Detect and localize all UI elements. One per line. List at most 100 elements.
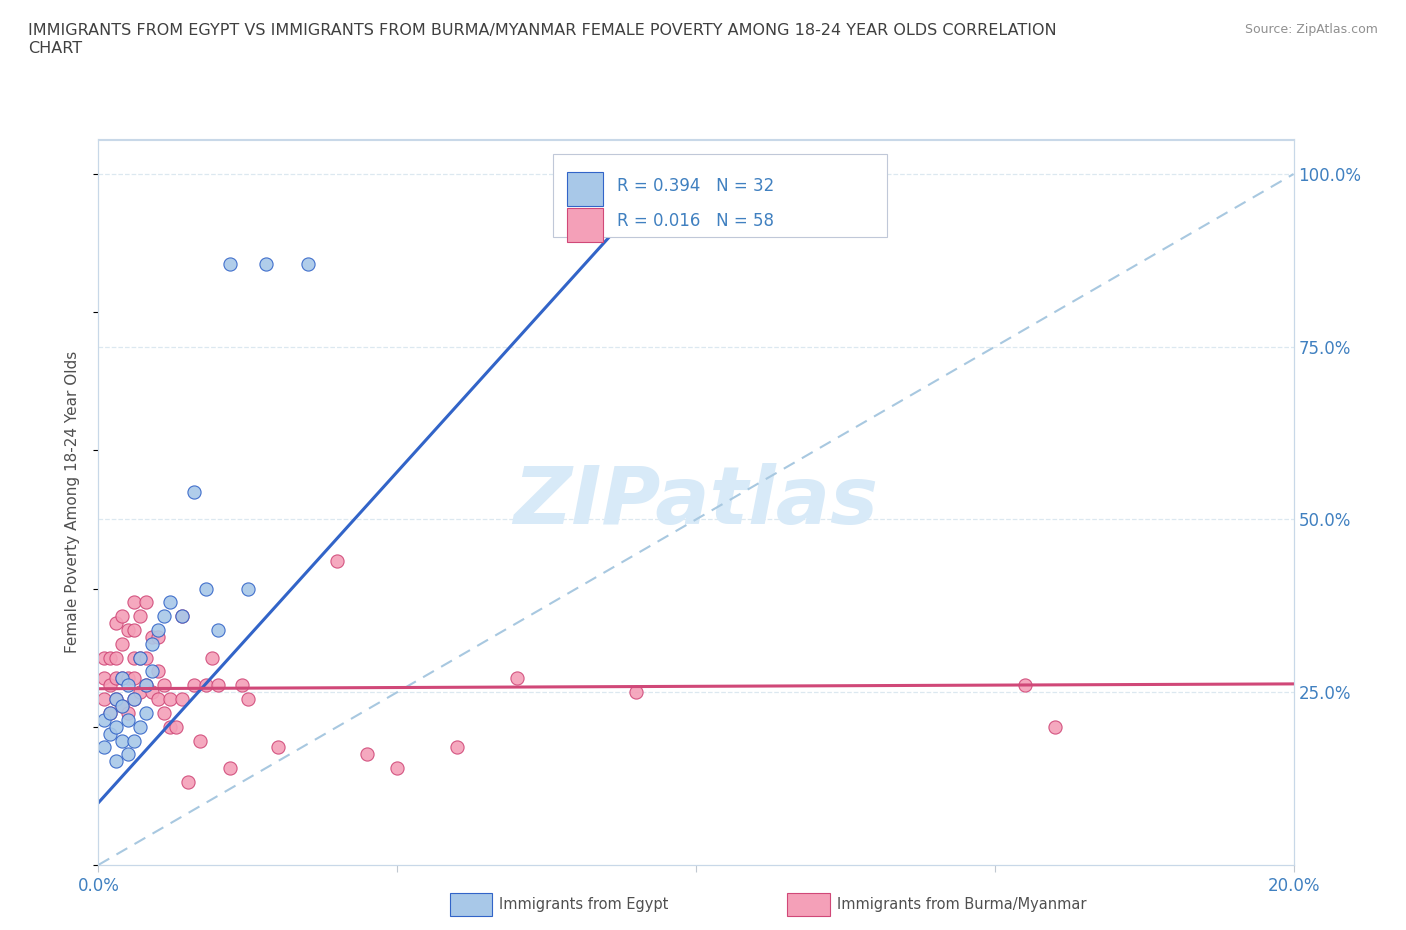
Point xyxy=(172,692,194,707)
Point xyxy=(153,609,176,624)
Point xyxy=(326,553,349,568)
Point xyxy=(356,747,378,762)
Point xyxy=(117,671,139,685)
Point xyxy=(117,706,139,721)
Point xyxy=(135,706,157,721)
Point xyxy=(236,581,259,596)
Point xyxy=(124,671,146,685)
Point xyxy=(446,740,468,755)
Point xyxy=(297,257,319,272)
Point xyxy=(1043,719,1066,734)
Point xyxy=(111,671,134,685)
Point xyxy=(135,678,157,693)
Point xyxy=(105,671,128,685)
Point xyxy=(172,609,194,624)
FancyBboxPatch shape xyxy=(567,207,603,243)
Point xyxy=(100,706,122,721)
Point xyxy=(100,650,122,665)
Point xyxy=(135,678,157,693)
Point xyxy=(207,678,229,693)
Point xyxy=(236,692,259,707)
Point xyxy=(183,678,205,693)
Point xyxy=(111,698,134,713)
Text: Immigrants from Burma/Myanmar: Immigrants from Burma/Myanmar xyxy=(837,897,1085,912)
Point xyxy=(129,650,152,665)
Point xyxy=(159,719,181,734)
Point xyxy=(124,692,146,707)
Point xyxy=(219,257,242,272)
Point xyxy=(105,692,128,707)
Point xyxy=(165,719,187,734)
Point xyxy=(111,671,134,685)
Point xyxy=(172,609,194,624)
Point xyxy=(135,595,157,610)
Point xyxy=(195,678,218,693)
Y-axis label: Female Poverty Among 18-24 Year Olds: Female Poverty Among 18-24 Year Olds xyxy=(65,352,80,653)
Point xyxy=(111,698,134,713)
Point xyxy=(117,622,139,637)
Point xyxy=(93,692,115,707)
Point xyxy=(385,761,409,776)
Point xyxy=(100,706,122,721)
Point xyxy=(626,684,648,699)
Point xyxy=(188,733,211,748)
Point xyxy=(141,630,163,644)
Point xyxy=(201,650,224,665)
Point xyxy=(219,761,242,776)
Point xyxy=(93,671,115,685)
Point xyxy=(141,684,163,699)
Point xyxy=(129,609,152,624)
Point xyxy=(117,678,139,693)
FancyBboxPatch shape xyxy=(567,172,603,206)
Point xyxy=(1014,678,1036,693)
Point xyxy=(129,650,152,665)
Text: Immigrants from Egypt: Immigrants from Egypt xyxy=(499,897,668,912)
Point xyxy=(267,740,290,755)
Point xyxy=(153,706,176,721)
Point xyxy=(129,719,152,734)
Point xyxy=(153,678,176,693)
Point xyxy=(141,664,163,679)
Point xyxy=(177,775,200,790)
Point xyxy=(111,609,134,624)
Point xyxy=(124,622,146,637)
Point xyxy=(105,650,128,665)
Point xyxy=(195,581,218,596)
Point xyxy=(111,636,134,651)
Text: ZIPatlas: ZIPatlas xyxy=(513,463,879,541)
Point xyxy=(207,622,229,637)
Point xyxy=(124,595,146,610)
Point xyxy=(183,485,205,499)
Point xyxy=(124,733,146,748)
Point xyxy=(254,257,277,272)
Point xyxy=(135,650,157,665)
Point xyxy=(117,747,139,762)
Point xyxy=(124,692,146,707)
Text: R = 0.394   N = 32: R = 0.394 N = 32 xyxy=(617,177,775,194)
Point xyxy=(159,595,181,610)
Point xyxy=(124,650,146,665)
Point xyxy=(231,678,253,693)
FancyBboxPatch shape xyxy=(553,154,887,237)
Point xyxy=(129,684,152,699)
Point xyxy=(100,726,122,741)
Point xyxy=(148,622,170,637)
Point xyxy=(93,650,115,665)
Point xyxy=(148,692,170,707)
Point xyxy=(148,664,170,679)
Point xyxy=(141,636,163,651)
Point xyxy=(100,678,122,693)
Text: IMMIGRANTS FROM EGYPT VS IMMIGRANTS FROM BURMA/MYANMAR FEMALE POVERTY AMONG 18-2: IMMIGRANTS FROM EGYPT VS IMMIGRANTS FROM… xyxy=(28,23,1057,56)
Point xyxy=(93,740,115,755)
Point xyxy=(506,671,529,685)
Text: Source: ZipAtlas.com: Source: ZipAtlas.com xyxy=(1244,23,1378,36)
Point xyxy=(105,754,128,769)
Point xyxy=(117,712,139,727)
Point xyxy=(105,719,128,734)
Point xyxy=(159,692,181,707)
Point xyxy=(105,692,128,707)
Point xyxy=(93,712,115,727)
Text: R = 0.016   N = 58: R = 0.016 N = 58 xyxy=(617,212,775,230)
Point xyxy=(111,733,134,748)
Point xyxy=(105,616,128,631)
